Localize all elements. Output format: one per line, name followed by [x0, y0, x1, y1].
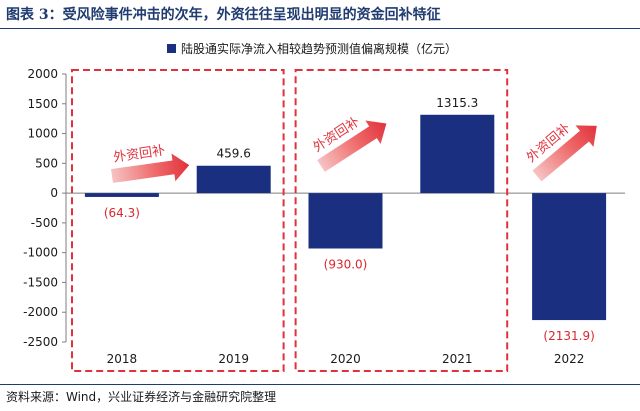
bar-2018 — [84, 193, 159, 197]
data-label-2021: 1315.3 — [436, 96, 478, 110]
bar-2022 — [532, 193, 607, 321]
x-tick-label: 2021 — [442, 352, 473, 366]
chart-title: 图表 3：受风险事件冲击的次年，外资往往呈现出明显的资金回补特征 — [6, 7, 441, 23]
y-tick-label: -1500 — [23, 275, 58, 289]
x-tick-label: 2019 — [218, 352, 249, 366]
x-tick-label: 2022 — [554, 352, 585, 366]
legend-label: 陆股通实际净流入相较趋势预测值偏离规模（亿元） — [181, 41, 457, 56]
data-label-2018: (64.3) — [104, 206, 140, 220]
recovery-arrow-2022: 外资回补 — [524, 121, 597, 182]
y-tick-label: 1500 — [27, 97, 58, 111]
recovery-arrow-2021: 外资回补 — [311, 115, 387, 172]
y-tick-label: -1000 — [23, 246, 58, 260]
bar-2019 — [196, 165, 271, 194]
arrow-shape — [111, 153, 190, 183]
legend-swatch — [167, 44, 176, 53]
bar-chart: 陆股通实际净流入相较趋势预测值偏离规模（亿元） 2000 1500 1000 500 0… — [23, 41, 625, 372]
x-tick-label: 2018 — [107, 352, 138, 366]
data-label-2019: 459.6 — [217, 147, 251, 161]
y-tick-label: 0 — [50, 186, 58, 200]
y-tick-label: -2000 — [23, 305, 58, 319]
y-tick-label: 1000 — [27, 127, 58, 141]
data-label-2022: (2131.9) — [543, 329, 594, 343]
x-tick-label: 2020 — [330, 352, 361, 366]
y-tick-label: -500 — [31, 216, 58, 230]
y-tick-label: -2500 — [23, 335, 58, 349]
highlight-box-1 — [71, 69, 285, 372]
y-tick-label: 500 — [35, 156, 58, 170]
bar-2021 — [420, 114, 495, 194]
source-divider — [0, 384, 640, 385]
arrow-label: 外资回补 — [112, 143, 166, 165]
data-label-2020: (930.0) — [324, 257, 368, 271]
title-divider — [0, 28, 640, 29]
highlight-box-2 — [294, 69, 509, 372]
bar-2020 — [308, 193, 383, 249]
arrow-shape — [317, 120, 387, 172]
source-note: 资料来源：Wind，兴业证券经济与金融研究院整理 — [6, 390, 277, 404]
legend: 陆股通实际净流入相较趋势预测值偏离规模（亿元） — [167, 41, 457, 56]
arrow-shape — [532, 125, 597, 182]
recovery-arrow-2019: 外资回补 — [111, 143, 190, 183]
y-tick-label: 2000 — [27, 67, 58, 81]
